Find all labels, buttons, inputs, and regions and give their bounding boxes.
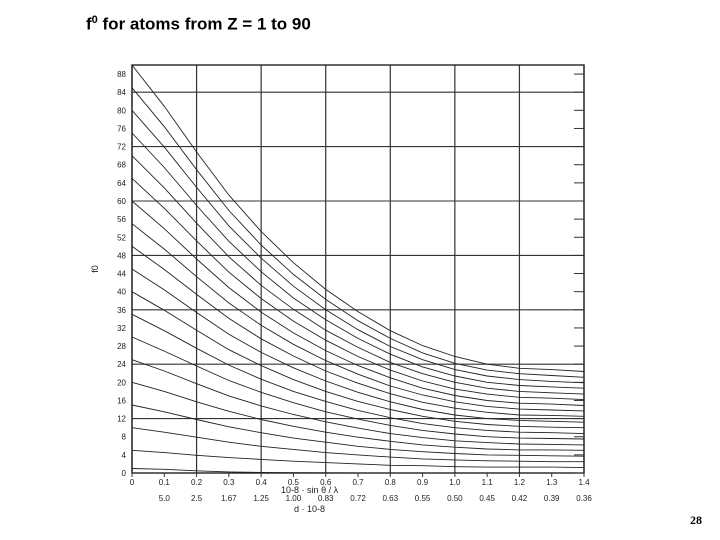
x-tick-label: 1.0: [449, 478, 461, 487]
y-tick-label: 4: [122, 451, 127, 460]
x-tick-label: 0.7: [352, 478, 364, 487]
d-tick-label: 0.83: [318, 494, 334, 503]
d-tick-label: 1.00: [286, 494, 302, 503]
d-tick-label: 0.39: [544, 494, 560, 503]
y-tick-label: 44: [117, 270, 126, 279]
d-tick-label: 0.63: [382, 494, 398, 503]
x-axis-label: 10-8 · sin θ / λ: [281, 485, 339, 495]
scattering-curve: [131, 223, 585, 412]
title-text: for atoms from Z = 1 to 90: [97, 14, 311, 34]
x-tick-label: 0: [130, 478, 135, 487]
y-tick-label: 12: [117, 415, 126, 424]
scattering-curve: [131, 268, 585, 423]
y-tick-label: 52: [117, 233, 126, 242]
y-tick-label: 84: [117, 88, 126, 97]
y-tick-label: 48: [117, 251, 126, 260]
x-tick-label: 0.5: [288, 478, 300, 487]
x-tick-label: 1.1: [482, 478, 494, 487]
scattering-curve: [131, 132, 585, 389]
y-tick-label: 76: [117, 124, 126, 133]
d-tick-label: 1.67: [221, 494, 237, 503]
y-tick-label: 64: [117, 179, 126, 188]
scattering-curve: [131, 291, 585, 429]
y-tick-label: 24: [117, 360, 126, 369]
y-tick-label: 32: [117, 324, 126, 333]
d-tick-label: 1.25: [253, 494, 269, 503]
scattering-curve: [131, 155, 585, 395]
d-tick-label: 5.0: [159, 494, 171, 503]
scattering-curve: [131, 177, 585, 401]
d-tick-label: 0.72: [350, 494, 366, 503]
y-tick-label: 28: [117, 342, 126, 351]
x-tick-label: 0.2: [191, 478, 203, 487]
scattering-curve: [131, 64, 585, 372]
scattering-curve: [131, 110, 585, 384]
d-tick-label: 0.55: [415, 494, 431, 503]
y-tick-label: 40: [117, 288, 126, 297]
x-tick-label: 0.8: [385, 478, 397, 487]
x-tick-label: 0.4: [256, 478, 268, 487]
scattering-curve: [131, 381, 585, 451]
y-tick-label: 68: [117, 161, 126, 170]
scattering-curve: [131, 87, 585, 378]
scattering-curve: [131, 427, 584, 463]
chart-curves: [131, 64, 585, 474]
scattering-curve: [131, 449, 585, 469]
d-tick-label: 0.45: [479, 494, 495, 503]
y-tick-label: 0: [122, 469, 127, 478]
scattering-curve: [131, 404, 585, 457]
y-tick-label: 88: [117, 70, 126, 79]
d-tick-label: 0.50: [447, 494, 463, 503]
scattering-curve: [131, 200, 585, 406]
chart-axes: [131, 64, 585, 477]
page-number: 28: [690, 513, 702, 527]
chart-labels: 0481216202428323640444852566064687276808…: [90, 70, 592, 514]
y-tick-label: 20: [117, 378, 126, 387]
y-axis-label: f0: [90, 265, 100, 273]
title-symbol: f: [86, 14, 92, 34]
title-superscript: 0: [91, 14, 98, 26]
y-tick-label: 56: [117, 215, 126, 224]
x-tick-label: 1.3: [546, 478, 558, 487]
x-tick-label: 1.4: [578, 478, 590, 487]
x-axis-label-secondary: d · 10-8: [294, 504, 325, 514]
y-tick-label: 60: [117, 197, 126, 206]
x-tick-label: 0.3: [223, 478, 235, 487]
d-tick-label: 0.36: [576, 494, 592, 503]
scattering-curve: [131, 359, 585, 446]
y-tick-label: 72: [117, 143, 126, 152]
y-tick-label: 80: [117, 106, 126, 115]
y-tick-label: 16: [117, 396, 126, 405]
d-tick-label: 2.5: [191, 494, 203, 503]
y-tick-label: 8: [122, 433, 127, 442]
plot-frame: [131, 64, 585, 474]
x-tick-label: 1.2: [514, 478, 526, 487]
x-tick-label: 0.6: [320, 478, 332, 487]
scattering-curve: [131, 336, 585, 440]
chart-grid: [131, 65, 585, 474]
y-tick-label: 36: [117, 306, 126, 315]
scattering-curve: [131, 245, 585, 417]
page-title: f0 for atoms from Z = 1 to 90: [86, 14, 311, 35]
x-tick-label: 0.9: [417, 478, 429, 487]
scattering-curve: [131, 313, 585, 435]
x-tick-label: 0.1: [159, 478, 171, 487]
d-tick-label: 0.42: [512, 494, 528, 503]
